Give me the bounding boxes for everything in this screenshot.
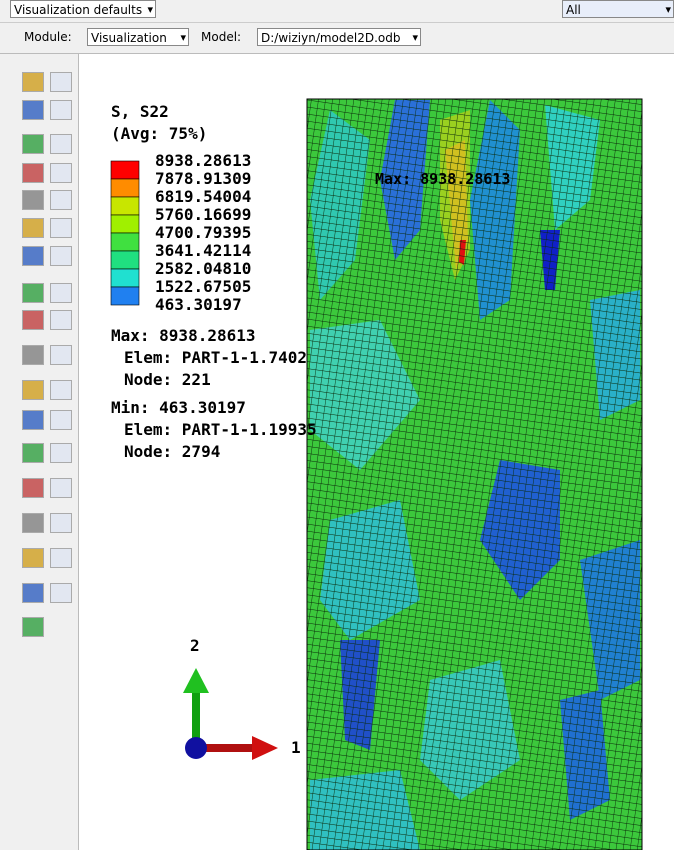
legend-swatch: [110, 268, 140, 288]
tool-button[interactable]: [22, 134, 44, 154]
legend-swatch: [110, 232, 140, 252]
tool-button[interactable]: [50, 380, 72, 400]
tool-button[interactable]: [22, 548, 44, 568]
legend-level: 3641.42114: [155, 241, 251, 260]
tool-button[interactable]: [22, 380, 44, 400]
legend-level: 5760.16699: [155, 205, 251, 224]
module-label: Module:: [24, 30, 72, 44]
legend-subtitle: (Avg: 75%): [111, 124, 207, 143]
tool-button[interactable]: [22, 100, 44, 120]
max-node: Node: 221: [124, 370, 211, 389]
legend-swatch: [110, 178, 140, 198]
triad: 2 1: [183, 636, 301, 760]
tool-button[interactable]: [50, 190, 72, 210]
filter-combo[interactable]: All: [562, 0, 674, 19]
tool-button[interactable]: [50, 513, 72, 533]
tool-button[interactable]: [22, 246, 44, 266]
tool-button[interactable]: [22, 443, 44, 463]
min-info: Min: 463.30197: [111, 398, 246, 417]
legend-level: 4700.79395: [155, 223, 251, 242]
triad-y-label: 2: [190, 636, 200, 655]
tool-button[interactable]: [50, 345, 72, 365]
tool-button[interactable]: [50, 218, 72, 238]
legend-level: 1522.67505: [155, 277, 251, 296]
legend-level: 8938.28613: [155, 151, 251, 170]
legend-level: 7878.91309: [155, 169, 251, 188]
legend-swatch: [110, 250, 140, 270]
mesh-model: [306, 98, 643, 850]
max-info: Max: 8938.28613: [111, 326, 256, 345]
tool-button[interactable]: [50, 100, 72, 120]
tool-button[interactable]: [50, 310, 72, 330]
tool-button[interactable]: [22, 310, 44, 330]
viewport: Max: 8938.28613 S, S22 (Avg: 75%) 8938.2…: [110, 98, 643, 850]
tool-button[interactable]: [50, 134, 72, 154]
max-elem: Elem: PART-1-1.7402: [124, 348, 307, 367]
tool-button[interactable]: [22, 345, 44, 365]
legend-swatch: [110, 286, 140, 306]
legend-swatch: [110, 214, 140, 234]
legend-swatch: [110, 196, 140, 216]
tool-button[interactable]: [22, 583, 44, 603]
tool-button[interactable]: [50, 163, 72, 183]
model-label: Model:: [201, 30, 242, 44]
tool-button[interactable]: [22, 163, 44, 183]
tool-button[interactable]: [22, 283, 44, 303]
min-elem: Elem: PART-1-1.19935: [124, 420, 317, 439]
tool-button[interactable]: [50, 583, 72, 603]
tool-button[interactable]: [22, 72, 44, 92]
tool-button[interactable]: [22, 513, 44, 533]
tool-button[interactable]: [50, 443, 72, 463]
legend-level: 6819.54004: [155, 187, 251, 206]
tool-button[interactable]: [22, 478, 44, 498]
legend-level: 2582.04810: [155, 259, 251, 278]
min-node: Node: 2794: [124, 442, 220, 461]
tool-button[interactable]: [50, 410, 72, 430]
tool-button[interactable]: [50, 283, 72, 303]
tool-button[interactable]: [50, 72, 72, 92]
max-annotation: Max: 8938.28613: [375, 170, 510, 188]
tool-button[interactable]: [22, 218, 44, 238]
tool-button[interactable]: [22, 190, 44, 210]
toolbox: [0, 54, 79, 850]
toolbar: Visualization defaults All: [0, 0, 674, 23]
tool-button[interactable]: [22, 410, 44, 430]
legend-swatch: [110, 160, 140, 180]
tool-button[interactable]: [50, 246, 72, 266]
legend-level: 463.30197: [155, 295, 242, 314]
tool-button[interactable]: [22, 617, 44, 637]
style-combo[interactable]: Visualization defaults: [10, 0, 156, 19]
context-bar: Module: Visualization Model: D:/wiziyn/m…: [0, 23, 674, 54]
model-combo[interactable]: D:/wiziyn/model2D.odb: [257, 28, 421, 47]
module-combo[interactable]: Visualization: [87, 28, 189, 47]
tool-button[interactable]: [50, 548, 72, 568]
tool-button[interactable]: [50, 478, 72, 498]
legend-title: S, S22: [111, 102, 169, 121]
legend: 8938.286137878.913096819.540045760.16699…: [110, 151, 251, 314]
triad-x-label: 1: [291, 738, 301, 757]
